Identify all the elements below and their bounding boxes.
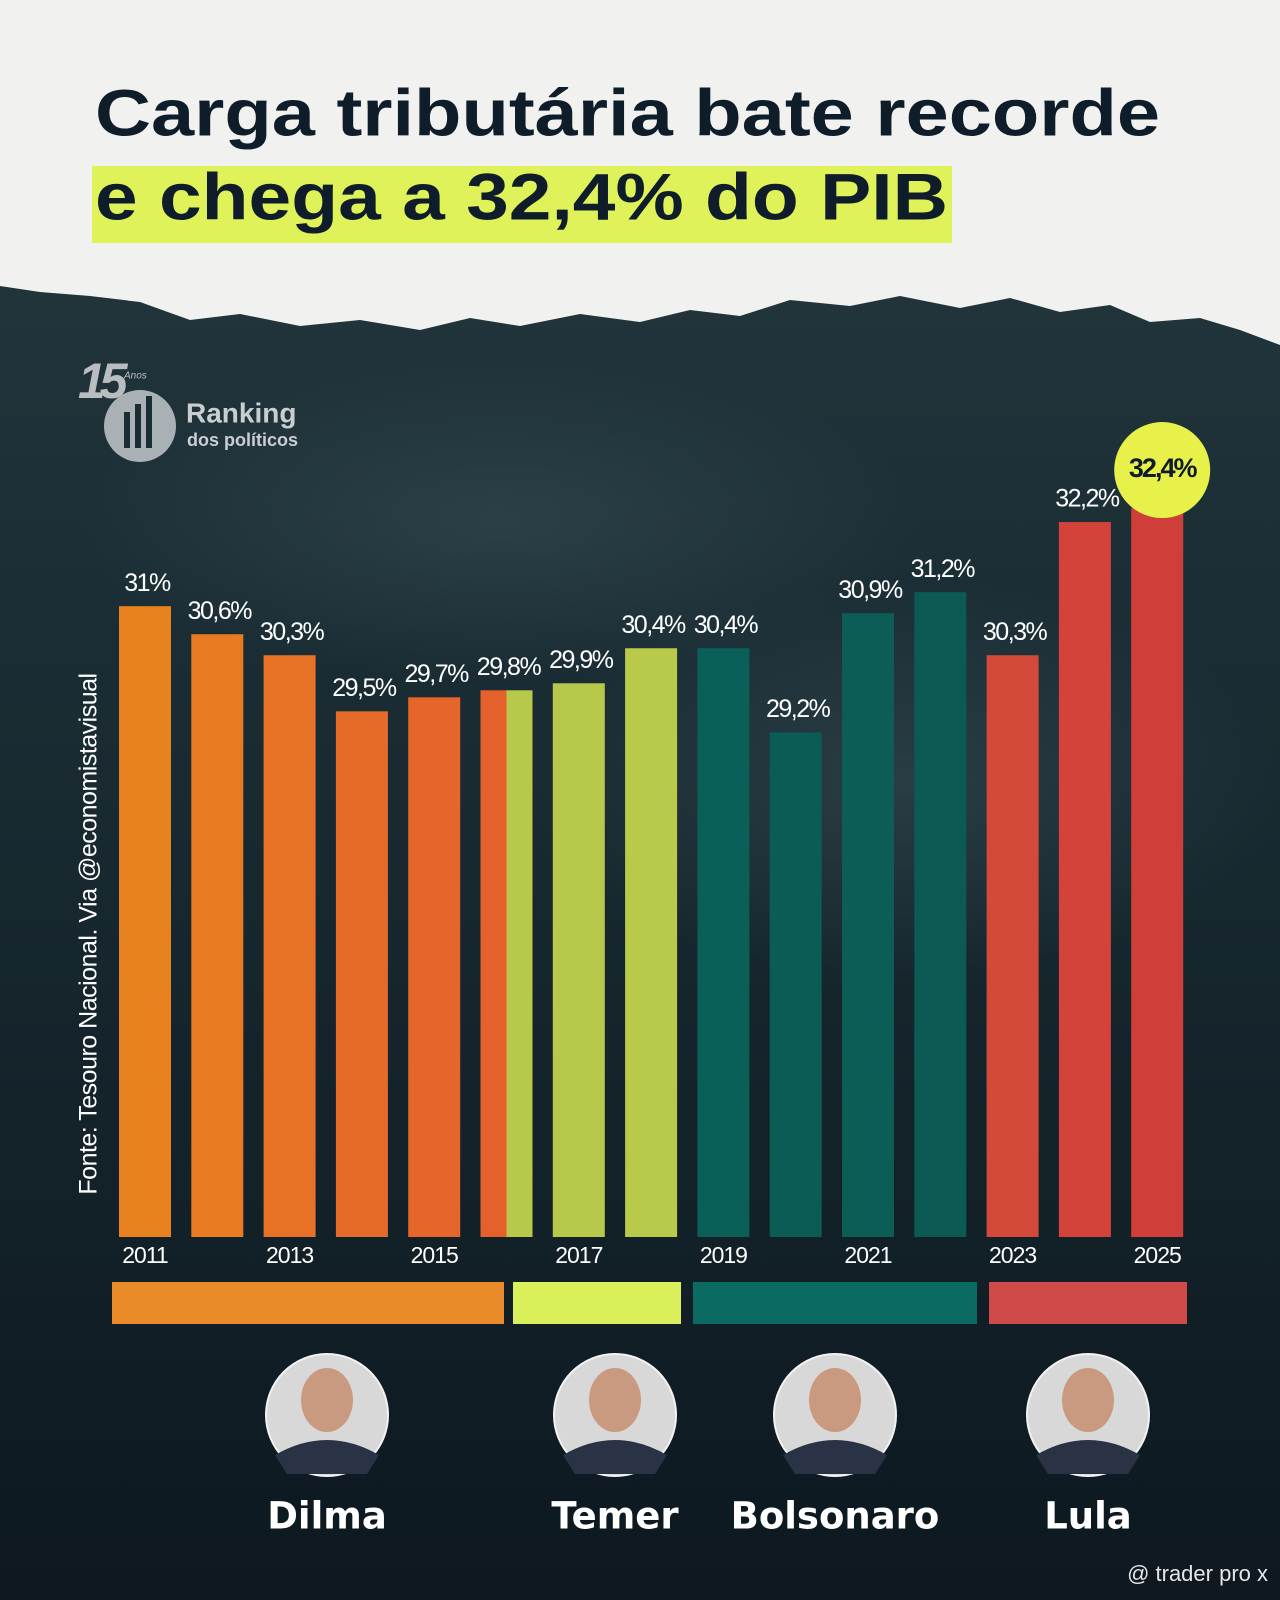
highlight-circle [1114,422,1211,519]
source: Fonte: Tesouro Nacional. Via @economista… [75,673,103,1194]
logo-small: Anos [123,371,147,382]
bar [480,690,507,1237]
value-label: 30,3% [260,618,325,646]
logo-tagline: dos políticos [187,430,298,450]
title-line: Carga tributária bate recorde [95,75,1160,149]
bar [191,634,244,1237]
value-label: 30,3% [983,618,1048,646]
president-name: Lula [1044,1495,1132,1538]
bar [119,606,171,1237]
background-blur [80,360,920,680]
bar [769,732,822,1237]
x-tick-label: 2021 [844,1242,891,1268]
x-tick-label: 2025 [1134,1242,1181,1268]
x-tick-label: 2015 [411,1242,458,1268]
bar [408,697,461,1237]
value-label: 31% [124,569,171,597]
portrait-head [301,1368,353,1432]
bar [697,648,750,1237]
value-label: 29,2% [766,695,831,723]
bar [506,690,533,1237]
value-label: 29,8% [477,653,542,681]
value-label: 30,6% [188,597,253,625]
bar [335,711,388,1237]
value-label: 32,2% [1055,485,1120,513]
watermark: @ trader pro x [1127,1561,1268,1586]
bar [986,655,1039,1237]
value-label: 29,9% [549,646,614,674]
logo-column [124,412,130,448]
portrait-head [589,1368,641,1432]
period-band [112,1282,504,1324]
x-tick-label: 2011 [122,1242,168,1268]
bar [914,592,967,1237]
bar [552,683,605,1237]
president-name: Temer [551,1495,679,1538]
bar [263,655,316,1237]
bar [1131,508,1184,1237]
portrait-body [563,1440,667,1474]
period-band [989,1282,1187,1324]
value-label: 31,2% [911,555,976,583]
value-label: 29,5% [332,674,397,702]
value-label: 30,9% [838,576,903,604]
period-band [513,1282,681,1324]
x-tick-label: 2013 [266,1242,313,1268]
portrait-body [275,1440,379,1474]
logo-name: Ranking [186,397,296,428]
value-label: 30,4% [621,611,686,639]
x-tick-label: 2023 [989,1242,1036,1268]
x-tick-label: 2019 [700,1242,747,1268]
portrait-head [1062,1368,1114,1432]
president-name: Dilma [267,1495,387,1538]
bar [842,613,894,1237]
value-label: 32,4% [1129,453,1198,483]
value-label: 29,7% [405,660,470,688]
logo-column [135,404,141,448]
title-highlight [92,166,952,243]
logo-column [146,396,152,448]
bar [625,648,678,1237]
x-tick-label: 2017 [555,1242,602,1268]
president-name: Bolsonaro [731,1495,940,1538]
logo: 15 Anos Ranking dos políticos [78,353,298,462]
portrait-body [783,1440,887,1474]
title-line: e chega a 32,4% do PIB [95,159,948,233]
bar [1058,522,1111,1237]
portrait-body [1036,1440,1140,1474]
value-label: 30,4% [694,611,759,639]
period-band [693,1282,977,1324]
portrait-head [809,1368,861,1432]
